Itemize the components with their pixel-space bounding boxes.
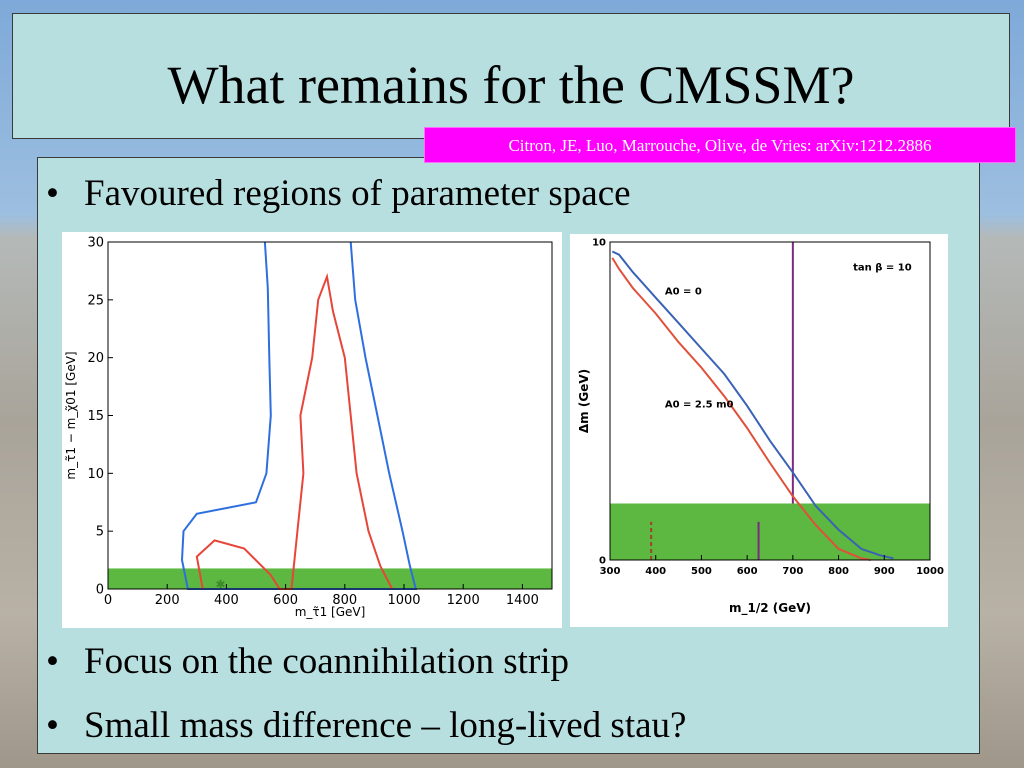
x-tick-label: 900 [874, 566, 895, 577]
bullet-glyph: • [46, 705, 59, 746]
title-panel: What remains for the CMSSM? [12, 13, 1010, 139]
y-tick-label: 10 [87, 467, 104, 482]
bullet-glyph: • [46, 173, 59, 214]
best-fit-marker: ✱ [215, 577, 225, 591]
x-tick-label: 300 [600, 566, 621, 577]
y-tick-label: 5 [96, 525, 104, 540]
stau-mass-difference-chart: ✱ 0 200 400 600 800 1000 1200 1400 0 5 10 15 20 25 30 m_… [64, 236, 553, 619]
bullet-text: Small mass difference – long-lived stau? [84, 705, 687, 746]
bullet-glyph: • [46, 641, 59, 682]
y-tick-label: 10 [592, 238, 606, 249]
x-tick-label: 1200 [447, 593, 480, 608]
bullet-text: Favoured regions of parameter space [84, 173, 631, 214]
y-tick-label: 0 [599, 556, 606, 567]
y-tick-label: 30 [87, 236, 104, 251]
series-line-1 [180, 241, 418, 590]
x-tick-label: 400 [645, 566, 666, 577]
y-tick-label: 15 [87, 409, 104, 424]
bullet-item-2: • Focus on the coannihilation strip [46, 641, 570, 682]
chart-annotation-3: A0 = 2.5 m0 [665, 399, 734, 410]
x-tick-label: 0 [104, 593, 112, 608]
x-tick-label: 1400 [506, 593, 539, 608]
bullet-item-3: • Small mass difference – long-lived sta… [46, 705, 687, 746]
bullet-text: Focus on the coannihilation strip [84, 641, 570, 682]
series-line-2 [195, 272, 394, 590]
y-tick-label: 25 [87, 293, 104, 308]
bullet-item-1: • Favoured regions of parameter space [46, 173, 631, 214]
delta-m-chart: 300 400 500 600 700 800 900 1000 0 10 m_1/2 (GeV) Δ… [577, 238, 944, 617]
x-tick-label: 600 [737, 566, 758, 577]
left-figure: ✱ 0 200 400 600 800 1000 1200 1400 0 5 10 15 20 25 30 m_… [62, 232, 562, 628]
content-panel: • Favoured regions of parameter space ✱ 0… [37, 157, 980, 754]
x-tick-label: 200 [155, 593, 180, 608]
x-axis-label: m_τ̃1 [GeV] [295, 605, 366, 619]
x-tick-label: 800 [332, 593, 357, 608]
slide-title: What remains for the CMSSM? [167, 55, 855, 115]
y-axis-label: m_τ̃1 − m_χ̃01 [GeV] [64, 351, 78, 479]
citation-badge: Citron, JE, Luo, Marrouche, Olive, de Vr… [424, 127, 1016, 163]
x-tick-label: 400 [214, 593, 239, 608]
x-tick-label: 800 [828, 566, 849, 577]
chart-annotation-1: tan β = 10 [853, 263, 912, 274]
right-figure: 300 400 500 600 700 800 900 1000 0 10 m_1/2 (GeV) Δ… [570, 234, 948, 627]
x-axis-label: m_1/2 (GeV) [729, 601, 811, 616]
y-tick-label: 20 [87, 351, 104, 366]
y-axis-label: Δm (GeV) [577, 369, 591, 433]
chart-annotation-2: A0 = 0 [665, 286, 702, 297]
plot-frame [609, 241, 931, 561]
x-tick-label: 1000 [387, 593, 420, 608]
series-line-2 [611, 257, 871, 561]
x-tick-label: 1000 [916, 566, 944, 577]
x-tick-label: 500 [691, 566, 712, 577]
y-tick-label: 0 [96, 583, 104, 598]
stau-mass-band [108, 568, 552, 589]
stau-mass-band [610, 503, 930, 560]
x-tick-label: 700 [782, 566, 803, 577]
series-line-1 [611, 250, 894, 560]
x-tick-label: 600 [273, 593, 298, 608]
